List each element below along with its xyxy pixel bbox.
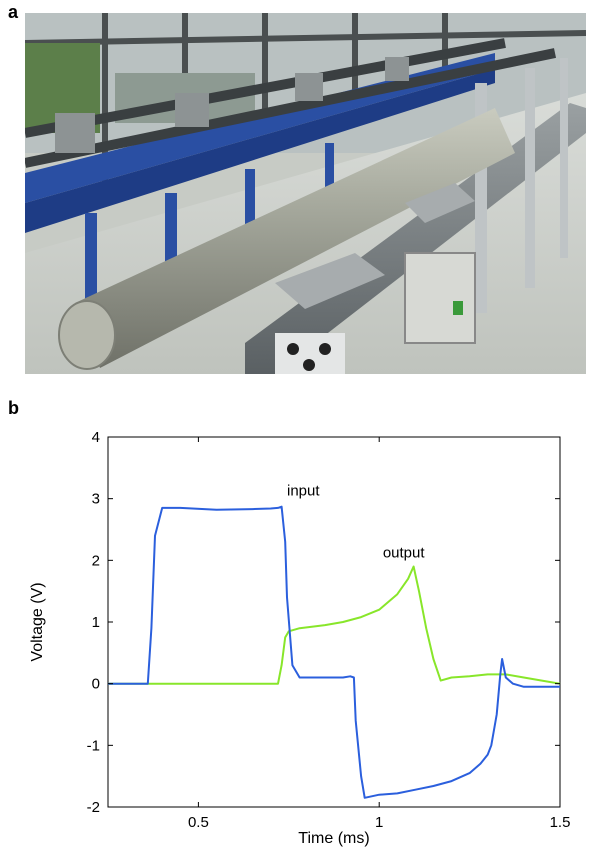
y-tick-label: 4: [92, 429, 100, 446]
y-tick-label: 3: [92, 491, 100, 508]
lab-equipment-photo: [25, 13, 586, 374]
window-frames: [25, 13, 586, 183]
plot-area-frame: [107, 436, 561, 808]
panel-b-label: b: [8, 398, 19, 418]
input-annotation: input: [287, 483, 320, 500]
y-tick-label: 2: [92, 552, 100, 569]
x-tick-label: 1: [375, 814, 383, 831]
panel-a-label: a: [8, 2, 19, 22]
y-axis-label: Voltage (V): [29, 582, 46, 661]
x-tick-label: 1.5: [550, 814, 571, 831]
output-annotation: output: [383, 544, 426, 561]
x-axis-label: Time (ms): [298, 830, 369, 847]
output-series-line: [108, 565, 561, 685]
voltage-time-chart: 0.5 1 1.5 -2 -1 0 1 2 3 4 input output Time (ms) V…: [29, 429, 571, 847]
y-tick-label: 0: [92, 676, 100, 693]
y-tick-label: -1: [87, 737, 100, 754]
y-tick-label: 1: [92, 614, 100, 631]
input-series-line: [108, 505, 560, 799]
x-tick-label: 0.5: [188, 814, 209, 831]
y-tick-label: -2: [87, 799, 100, 816]
